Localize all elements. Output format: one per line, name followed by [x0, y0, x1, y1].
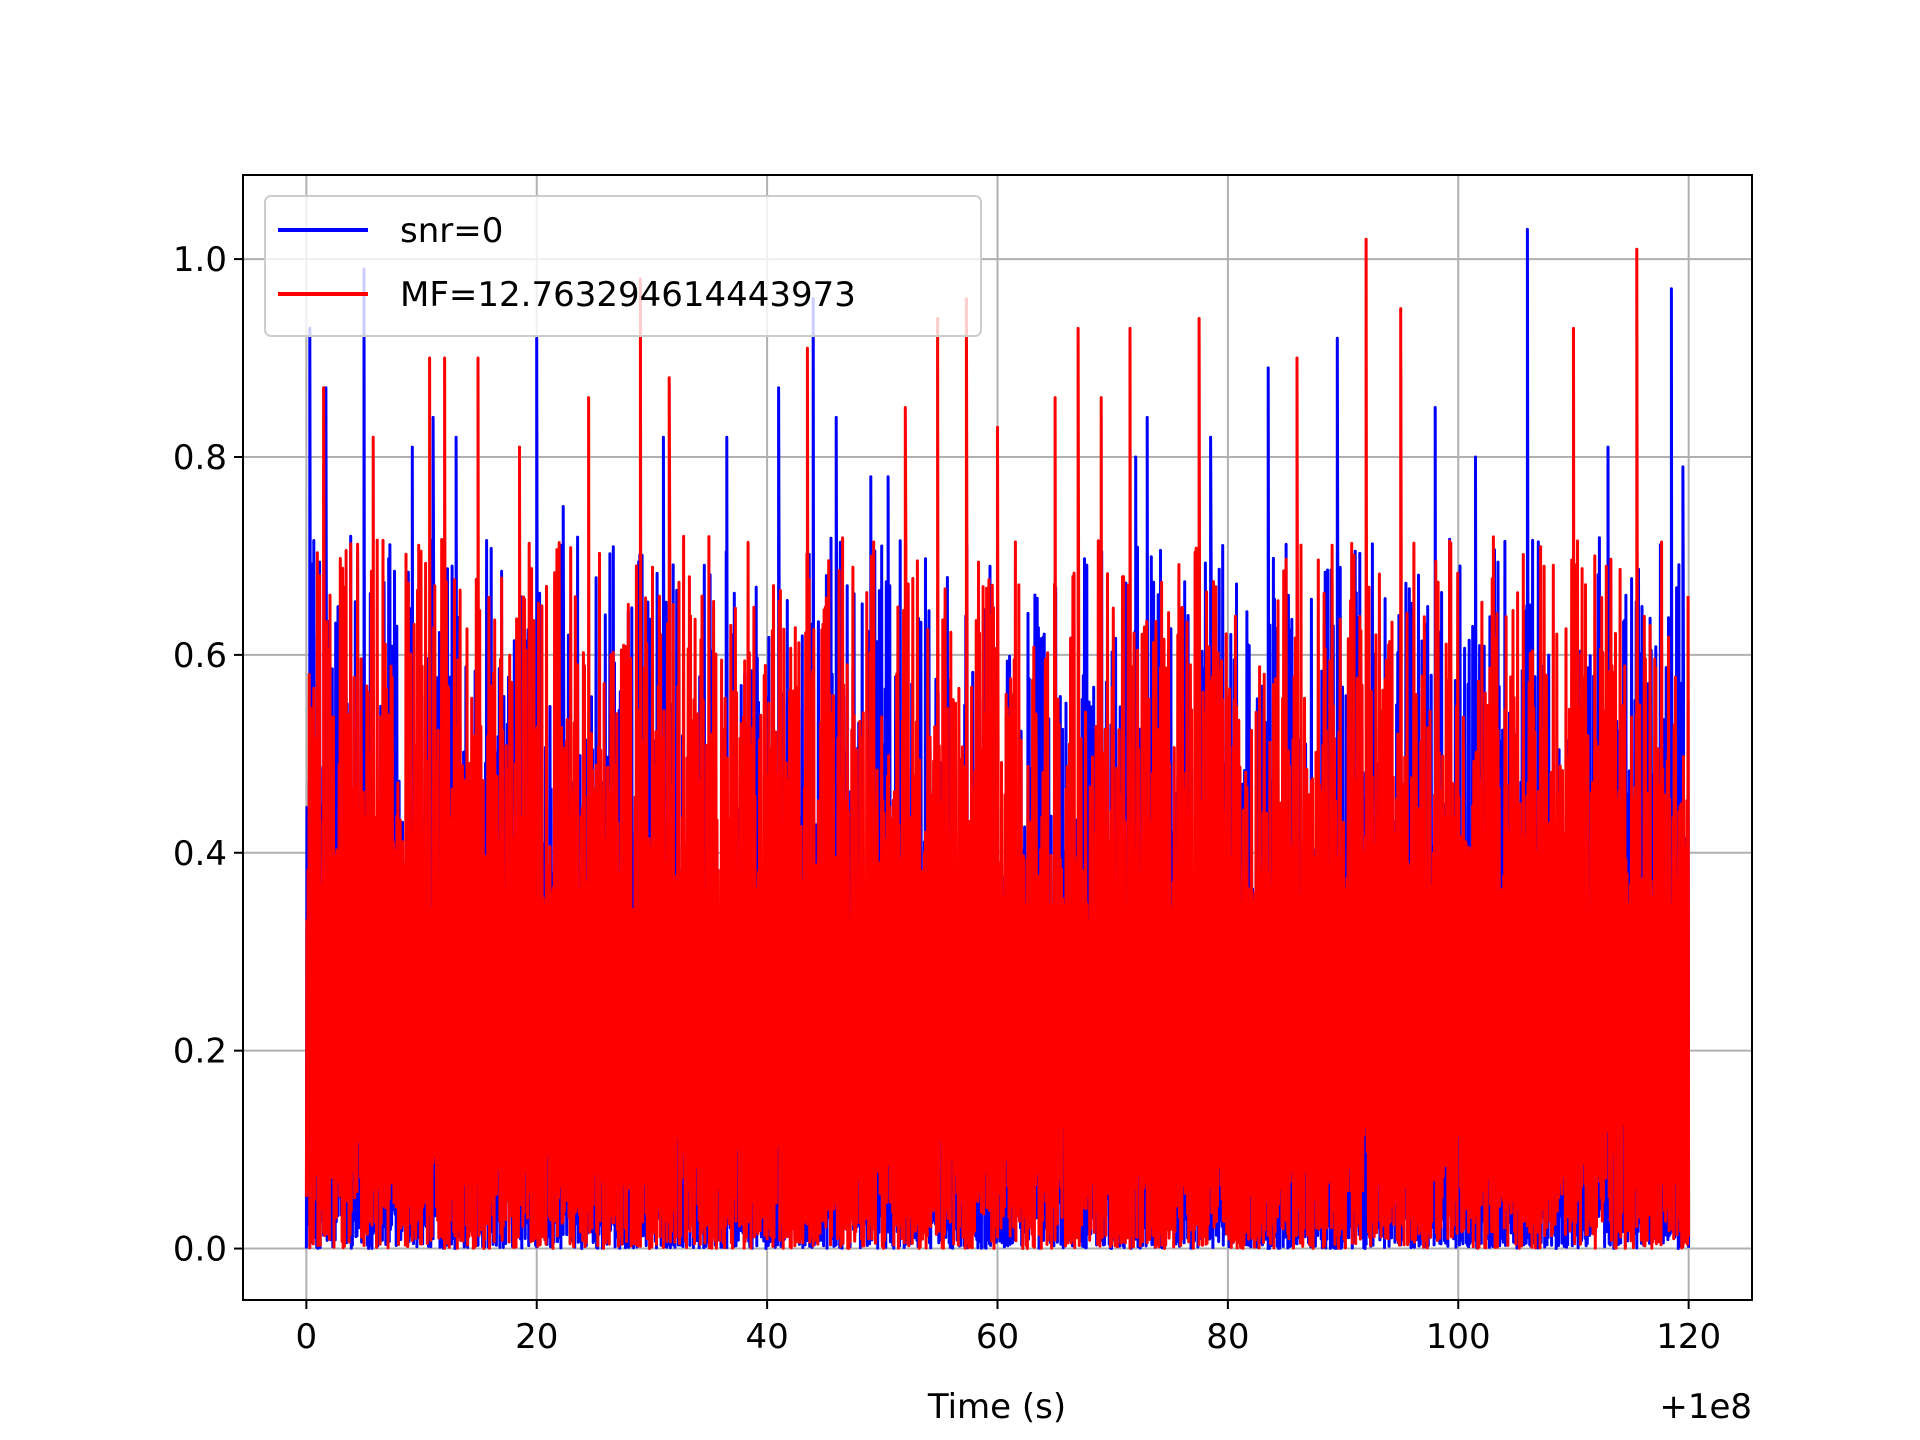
legend-label-mf: MF=12.763294614443973 — [400, 275, 856, 315]
x-tick-label: 120 — [1656, 1317, 1721, 1357]
x-axis-ticks: 0 20 40 60 80 100 120 — [296, 1300, 1721, 1357]
x-tick-label: 20 — [515, 1317, 558, 1357]
plot-series — [304, 227, 1691, 1250]
legend: snr=0 MF=12.763294614443973 — [264, 195, 982, 337]
legend-box — [264, 195, 982, 337]
y-tick-label: 0.8 — [173, 438, 227, 478]
x-tick-label: 80 — [1206, 1317, 1249, 1357]
x-offset-label: +1e8 — [1659, 1387, 1752, 1427]
series-line-mf — [304, 237, 1691, 1250]
y-tick-label: 0.2 — [173, 1032, 227, 1072]
y-tick-label: 1.0 — [173, 240, 227, 280]
y-tick-label: 0.6 — [173, 636, 227, 676]
x-tick-label: 100 — [1426, 1317, 1491, 1357]
legend-label-snr: snr=0 — [400, 211, 503, 251]
x-axis-label: Time (s) — [927, 1387, 1066, 1427]
x-tick-label: 60 — [976, 1317, 1019, 1357]
x-tick-label: 0 — [296, 1317, 318, 1357]
x-tick-label: 40 — [745, 1317, 788, 1357]
y-tick-label: 0.0 — [173, 1230, 227, 1270]
y-tick-label: 0.4 — [173, 834, 227, 874]
y-axis-ticks: 0.0 0.2 0.4 0.6 0.8 1.0 — [173, 240, 243, 1270]
